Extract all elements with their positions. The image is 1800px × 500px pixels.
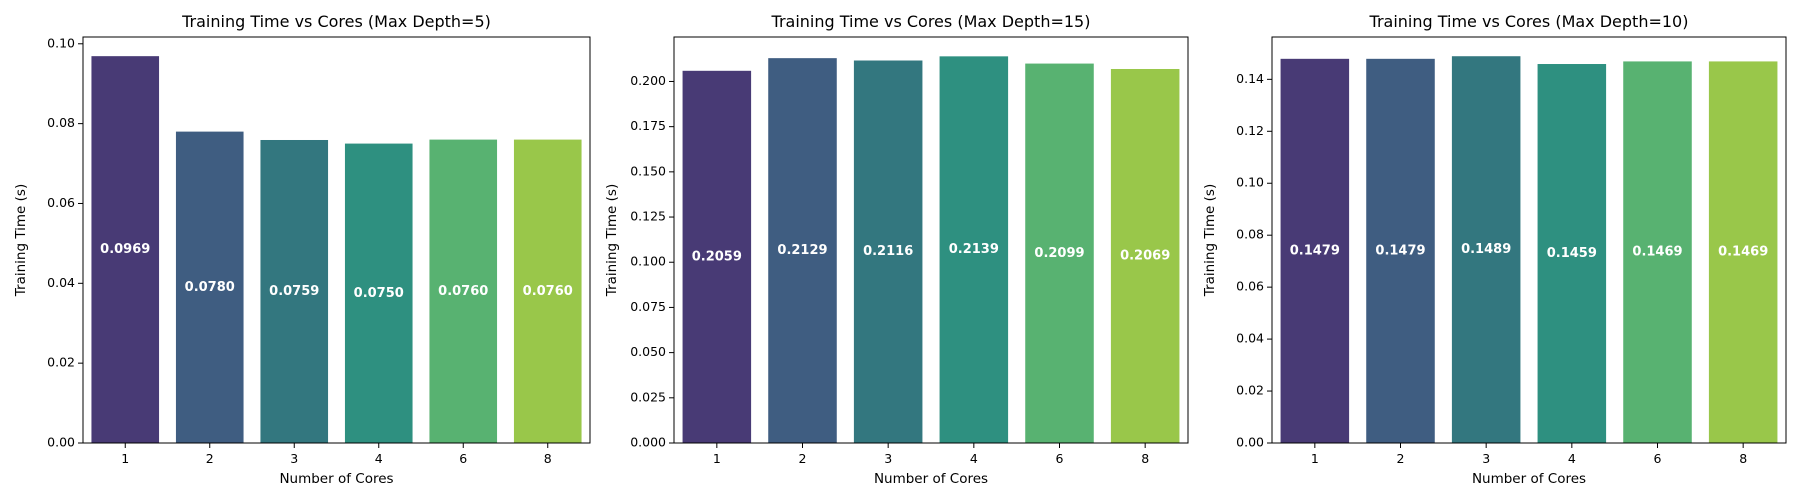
x-tick-label: 1 bbox=[1311, 451, 1319, 466]
x-tick-label: 1 bbox=[121, 451, 129, 466]
bar-value-label: 0.0760 bbox=[523, 284, 573, 299]
bar bbox=[682, 70, 752, 443]
bar-value-label: 0.2116 bbox=[863, 244, 913, 259]
bar-value-label: 0.0759 bbox=[269, 284, 319, 299]
x-tick-label: 2 bbox=[1397, 451, 1405, 466]
bar bbox=[768, 58, 837, 444]
y-tick-label: 0.08 bbox=[1236, 227, 1264, 242]
bar-value-label: 0.2129 bbox=[777, 243, 827, 258]
x-tick-label: 8 bbox=[1141, 451, 1149, 466]
bar-value-label: 0.2069 bbox=[1120, 248, 1170, 263]
y-tick-label: 0.175 bbox=[630, 118, 666, 133]
y-axis-label: Training Time (s) bbox=[1202, 184, 1218, 297]
y-tick-label: 0.02 bbox=[47, 355, 75, 370]
y-tick-label: 0.125 bbox=[630, 209, 666, 224]
y-tick-label: 0.06 bbox=[1236, 279, 1264, 294]
x-tick-label: 2 bbox=[799, 451, 807, 466]
bar bbox=[175, 131, 244, 443]
y-tick-label: 0.00 bbox=[1236, 435, 1264, 450]
x-tick-label: 8 bbox=[544, 451, 552, 466]
y-tick-label: 0.10 bbox=[47, 35, 75, 50]
bar bbox=[1537, 64, 1607, 444]
bar bbox=[853, 60, 923, 444]
bar bbox=[1025, 63, 1094, 444]
x-axis-label: Number of Cores bbox=[279, 471, 393, 487]
chart-title: Training Time vs Cores (Max Depth=5) bbox=[181, 12, 491, 31]
y-tick-label: 0.100 bbox=[630, 254, 666, 269]
bar-value-label: 0.2099 bbox=[1034, 246, 1084, 261]
bar-value-label: 0.1459 bbox=[1547, 246, 1597, 261]
y-tick-label: 0.06 bbox=[47, 195, 75, 210]
x-tick-label: 8 bbox=[1739, 451, 1747, 466]
chart-title: Training Time vs Cores (Max Depth=10) bbox=[1369, 12, 1689, 31]
bar-value-label: 0.1489 bbox=[1461, 242, 1511, 257]
bar bbox=[1623, 61, 1692, 443]
bar-value-label: 0.1469 bbox=[1632, 245, 1682, 260]
y-tick-label: 0.075 bbox=[630, 299, 666, 314]
bar bbox=[344, 143, 413, 443]
chart-panel-2: 0.2059 1 0.2129 2 0.2116 3 0.2139 4 0.2099 6 0.206… bbox=[604, 12, 1189, 487]
bar-value-label: 0.0969 bbox=[100, 242, 150, 257]
y-tick-label: 0.12 bbox=[1236, 123, 1264, 138]
y-tick-label: 0.02 bbox=[1236, 383, 1264, 398]
bar-value-label: 0.1469 bbox=[1718, 245, 1768, 260]
x-tick-label: 6 bbox=[1654, 451, 1662, 466]
x-axis-label: Number of Cores bbox=[1472, 471, 1586, 487]
bar bbox=[260, 139, 329, 443]
y-tick-label: 0.04 bbox=[1236, 331, 1264, 346]
bar-value-label: 0.0760 bbox=[438, 284, 488, 299]
bar-value-label: 0.0780 bbox=[185, 280, 235, 295]
y-tick-label: 0.00 bbox=[47, 435, 75, 450]
x-tick-label: 6 bbox=[1056, 451, 1064, 466]
bar bbox=[1708, 61, 1778, 443]
bar-value-label: 0.2059 bbox=[692, 249, 742, 264]
chart-panel-3: 0.1479 1 0.1479 2 0.1489 3 0.1459 4 0.1469 6 0.146… bbox=[1202, 12, 1787, 487]
y-tick-label: 0.10 bbox=[1236, 175, 1264, 190]
y-tick-label: 0.150 bbox=[630, 163, 666, 178]
y-axis-label: Training Time (s) bbox=[604, 184, 620, 297]
plot-frame bbox=[673, 36, 1189, 444]
bar bbox=[1280, 58, 1350, 443]
bar-value-label: 0.0750 bbox=[354, 286, 404, 301]
x-tick-label: 4 bbox=[375, 451, 383, 466]
y-tick-label: 0.000 bbox=[630, 435, 666, 450]
y-tick-label: 0.025 bbox=[630, 389, 666, 404]
x-tick-label: 3 bbox=[1482, 451, 1490, 466]
bar bbox=[939, 56, 1009, 443]
plot-frame bbox=[82, 36, 591, 444]
plot-frame bbox=[1271, 36, 1787, 444]
x-tick-label: 4 bbox=[1568, 451, 1576, 466]
x-tick-label: 4 bbox=[970, 451, 978, 466]
x-tick-label: 6 bbox=[459, 451, 467, 466]
bar bbox=[513, 139, 582, 443]
chart-title: Training Time vs Cores (Max Depth=15) bbox=[771, 12, 1091, 31]
y-tick-label: 0.200 bbox=[630, 73, 666, 88]
y-tick-label: 0.050 bbox=[630, 344, 666, 359]
y-tick-label: 0.14 bbox=[1236, 71, 1264, 86]
bar bbox=[1451, 56, 1521, 443]
x-tick-label: 2 bbox=[206, 451, 214, 466]
bar bbox=[1110, 68, 1180, 443]
x-tick-label: 3 bbox=[884, 451, 892, 466]
x-tick-label: 1 bbox=[713, 451, 721, 466]
y-tick-label: 0.04 bbox=[47, 275, 75, 290]
bar bbox=[91, 56, 160, 444]
bar-value-label: 0.1479 bbox=[1290, 243, 1340, 258]
bar bbox=[1366, 58, 1435, 443]
chart-panel-1: 0.0969 1 0.0780 2 0.0759 3 0.0750 4 0.0760 6 0.076… bbox=[13, 12, 591, 487]
y-tick-label: 0.08 bbox=[47, 115, 75, 130]
bar-value-label: 0.2139 bbox=[949, 242, 999, 257]
y-axis-label: Training Time (s) bbox=[13, 184, 29, 297]
x-axis-label: Number of Cores bbox=[874, 471, 988, 487]
bar-value-label: 0.1479 bbox=[1375, 243, 1425, 258]
x-tick-label: 3 bbox=[290, 451, 298, 466]
bar bbox=[429, 139, 498, 443]
